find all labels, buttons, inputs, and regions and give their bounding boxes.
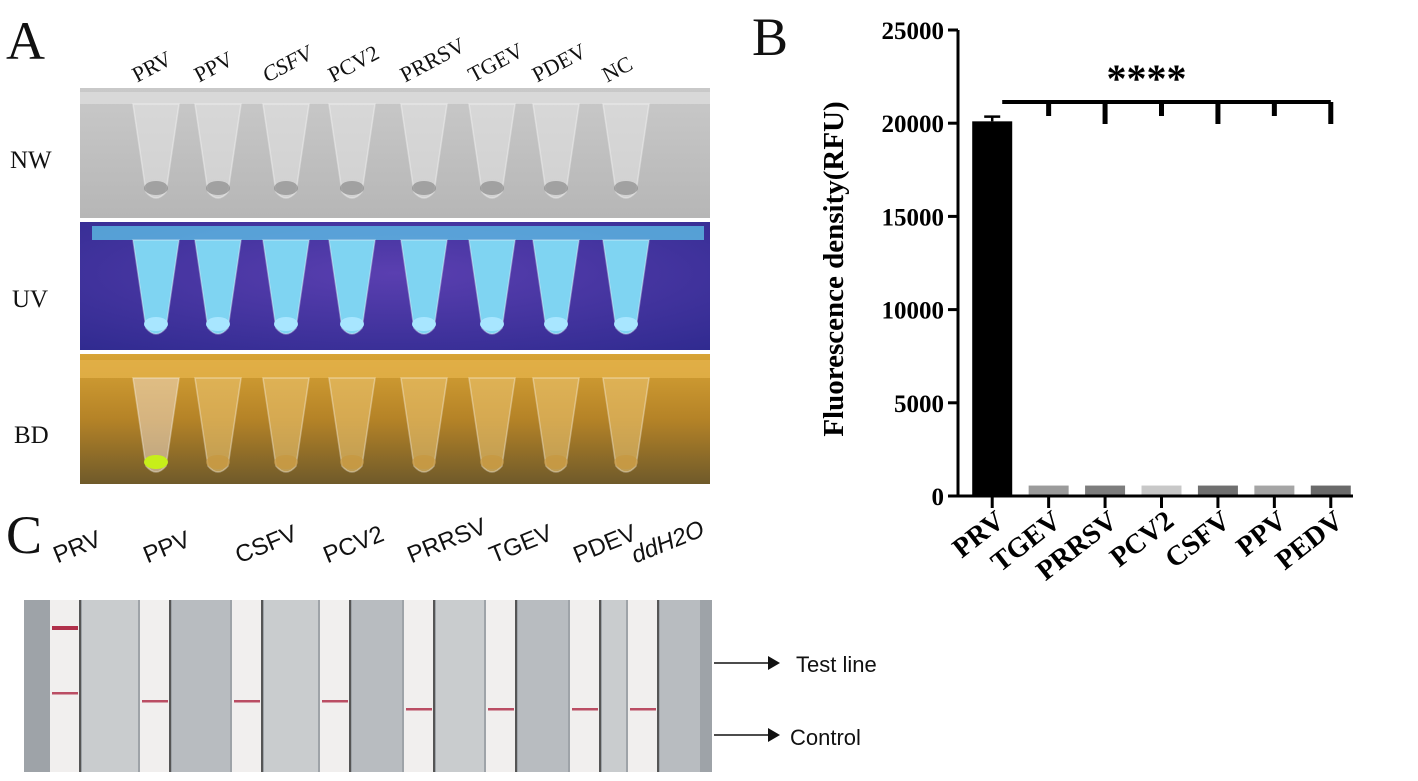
strip-label-pcv2: PCV2 [319, 520, 388, 570]
x-tick-label-pcv2: PCV2 [1104, 505, 1179, 573]
test-line-arrow-icon [768, 656, 780, 670]
bd-tube [262, 377, 310, 473]
strip-label-ppv: PPV [139, 526, 195, 570]
bar-pcv2 [1141, 485, 1182, 495]
uv-tube [194, 239, 242, 335]
uv-tube [532, 239, 580, 335]
strip-label-csfv: CSFV [231, 520, 301, 570]
y-tick-label: 25000 [882, 18, 945, 45]
row-label-nw: NW [10, 147, 52, 174]
lateral-flow-strips-photo [24, 600, 712, 772]
nw-tube [532, 103, 580, 199]
tube-photographs [80, 88, 710, 484]
panel-a-letter: A [6, 11, 45, 71]
bar-tgev [1028, 485, 1069, 495]
panel-c-letter: C [6, 505, 43, 565]
uv-tube [262, 239, 310, 335]
strip-label-prrsv: PRRSV [403, 513, 491, 570]
control-arrow-icon [768, 728, 780, 742]
y-tick-label: 15000 [882, 204, 945, 231]
nw-tube [132, 103, 180, 199]
strip-pdev [570, 600, 600, 772]
nw-tube [262, 103, 310, 199]
bd-photo-row [80, 354, 710, 484]
y-tick-label: 10000 [882, 298, 945, 325]
row-label-bd: BD [14, 422, 49, 449]
y-tick-label: 5000 [894, 391, 944, 418]
bd-tube [328, 377, 376, 473]
strip-csfv [232, 600, 262, 772]
row-label-uv: UV [12, 286, 49, 313]
y-tick-label: 0 [932, 484, 945, 511]
nw-tube [194, 103, 242, 199]
bar-prrsv [1085, 485, 1126, 495]
uv-photo-row [80, 222, 710, 350]
bd-tube [400, 377, 448, 473]
bar-prv [972, 121, 1013, 495]
nw-tube [328, 103, 376, 199]
uv-tube [328, 239, 376, 335]
panel-b-letter: B [752, 7, 789, 67]
uv-tube [602, 239, 650, 335]
test-line-label: Test line [796, 652, 877, 677]
nw-photo-row [80, 88, 710, 218]
x-tick-label-csfv: CSFV [1160, 505, 1237, 574]
chart-bars [972, 115, 1351, 495]
bar-pedv [1310, 485, 1351, 495]
annotation-arrows [714, 656, 780, 742]
y-axis-label: Fluorescence density(RFU) [818, 101, 850, 436]
strip-ddh2o [628, 600, 658, 772]
bar-csfv [1197, 485, 1238, 495]
uv-tube [468, 239, 516, 335]
nw-tube [468, 103, 516, 199]
bd-tube [532, 377, 580, 473]
bd-tube [602, 377, 650, 473]
strip-label-prv: PRV [49, 525, 105, 570]
fluorescence-bar-chart: **** 0 5000 10000 15000 20000 25000 Fluorescen… [818, 18, 1353, 587]
strip-prv [50, 600, 80, 772]
strip-ppv [140, 600, 170, 772]
bd-tube [132, 377, 180, 473]
uv-tube [132, 239, 180, 335]
uv-tube [400, 239, 448, 335]
strip-pcv2 [320, 600, 350, 772]
nw-tube [602, 103, 650, 199]
bar-ppv [1254, 485, 1295, 495]
bd-tube [194, 377, 242, 473]
strip-tgev [486, 600, 516, 772]
control-label: Control [790, 725, 861, 750]
significance-stars: **** [1107, 56, 1187, 101]
strip-prrsv [404, 600, 434, 772]
nw-tube [400, 103, 448, 199]
chart-axes [948, 28, 1353, 508]
bd-tube [468, 377, 516, 473]
strip-label-ddh2o: ddH2O [627, 515, 709, 570]
significance-bracket: **** [1002, 56, 1334, 124]
strip-label-tgev: TGEV [485, 519, 557, 570]
y-tick-label: 20000 [882, 111, 945, 138]
